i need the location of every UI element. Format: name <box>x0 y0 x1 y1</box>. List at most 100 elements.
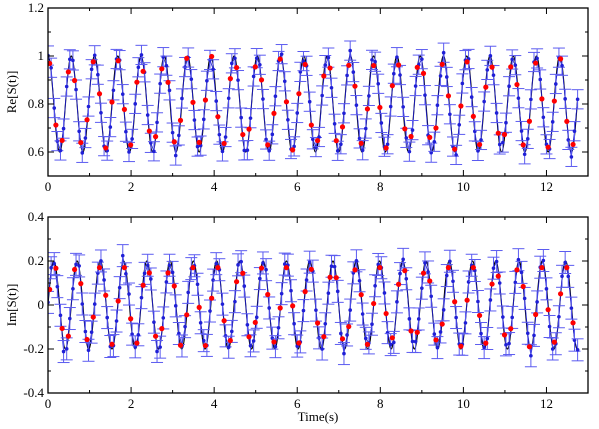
measured-point <box>139 295 144 300</box>
simulated-point <box>321 73 327 79</box>
simulated-point <box>240 270 246 276</box>
measured-point <box>301 308 306 313</box>
measured-point <box>304 278 309 282</box>
simulated-point <box>470 113 476 120</box>
measured-point <box>398 73 402 77</box>
measured-point <box>254 315 259 320</box>
measured-point <box>161 316 166 320</box>
measured-point <box>68 57 72 62</box>
simulated-point <box>520 283 526 290</box>
measured-point <box>145 263 150 268</box>
simulated-point <box>364 341 371 347</box>
simulated-point <box>96 91 103 97</box>
simulated-point <box>346 323 352 330</box>
measured-point <box>329 85 334 90</box>
measured-point <box>379 121 384 125</box>
measured-point <box>164 280 169 284</box>
simulated-point <box>414 64 420 70</box>
simulated-point <box>283 99 290 105</box>
measured-point <box>491 266 496 270</box>
measured-point <box>404 136 409 140</box>
simulated-point <box>302 289 308 295</box>
y-axis-label-im: Im[S(t)] <box>4 284 19 327</box>
measured-point <box>114 319 119 323</box>
measured-point <box>423 93 427 97</box>
measured-point <box>282 262 287 266</box>
simulated-point <box>302 61 308 68</box>
simulated-point <box>352 267 358 273</box>
error-bar <box>48 290 54 314</box>
measured-point <box>49 265 53 270</box>
simulated-point <box>333 138 339 144</box>
simulated-point <box>395 62 402 68</box>
measured-point <box>89 67 94 72</box>
measured-point <box>339 331 343 336</box>
simulated-point <box>196 139 202 145</box>
simulated-point <box>458 103 464 109</box>
measured-point <box>363 336 368 341</box>
measured-point <box>276 325 281 330</box>
measured-point <box>516 96 521 100</box>
measured-point <box>236 78 240 82</box>
measured-point <box>195 144 200 149</box>
measured-point <box>61 126 66 131</box>
measured-point <box>127 150 131 154</box>
measured-point <box>117 285 122 290</box>
measured-point <box>572 129 577 134</box>
simulated-point <box>215 114 221 120</box>
simulated-point <box>408 133 414 140</box>
measured-point <box>507 84 511 89</box>
simulated-point <box>408 328 414 334</box>
simulated-point <box>233 279 240 285</box>
measured-point <box>426 270 430 274</box>
simulated-point <box>464 297 470 303</box>
simulated-point <box>564 118 570 125</box>
measured-point <box>245 148 250 152</box>
measured-point <box>71 286 75 291</box>
simulated-point <box>383 310 389 317</box>
measured-point <box>550 347 555 351</box>
measured-point <box>529 97 533 102</box>
simulated-point <box>308 122 314 128</box>
measured-point <box>77 129 81 134</box>
simulated-point <box>209 53 215 60</box>
simulated-point <box>489 64 495 70</box>
measured-point <box>152 149 156 154</box>
measured-point <box>279 52 284 56</box>
simulated-point <box>71 77 78 84</box>
simulated-point <box>402 268 408 274</box>
measured-point <box>186 290 190 295</box>
measured-point <box>519 270 524 275</box>
measured-point <box>550 120 555 124</box>
simulated-point <box>427 278 433 284</box>
simulated-point <box>314 320 321 326</box>
simulated-point <box>296 91 302 97</box>
measured-point <box>429 294 433 299</box>
simulated-point <box>152 333 159 339</box>
measured-point <box>501 315 505 319</box>
measured-point <box>457 123 462 127</box>
measured-point <box>326 291 331 295</box>
measured-point <box>367 94 371 98</box>
measured-point <box>61 349 66 354</box>
measured-point <box>58 313 63 318</box>
simulated-point <box>115 58 121 64</box>
measured-point <box>370 322 374 327</box>
measured-point <box>463 321 468 325</box>
simulated-point <box>290 303 296 309</box>
simulated-point <box>439 321 445 327</box>
y-tick-label: 0 <box>38 297 45 312</box>
measured-point <box>220 149 225 154</box>
measured-point <box>307 260 312 264</box>
simulated-point <box>103 292 109 298</box>
measured-point <box>239 115 243 120</box>
measured-point <box>392 340 396 345</box>
measured-point <box>535 300 539 304</box>
measured-point <box>208 309 212 313</box>
measured-point <box>522 152 527 157</box>
simulated-point <box>221 140 227 147</box>
error-bar <box>48 45 54 66</box>
measured-point <box>99 259 103 263</box>
measured-point <box>120 92 125 96</box>
simulated-point <box>377 265 383 271</box>
